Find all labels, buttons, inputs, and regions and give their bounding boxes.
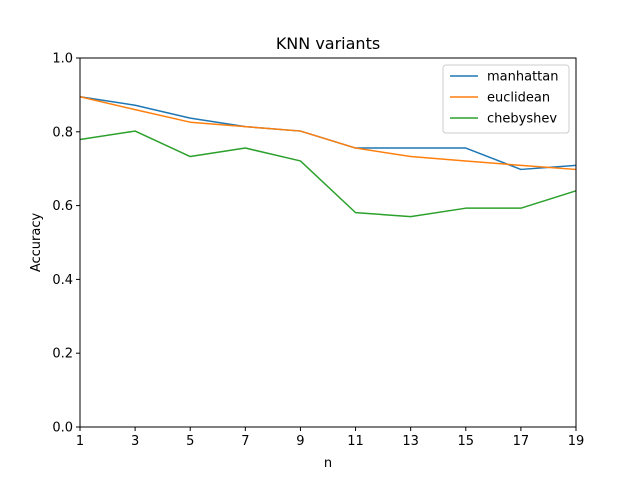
x-tick-label: 5 (186, 434, 194, 449)
legend: manhattan euclidean chebyshev (442, 64, 570, 134)
x-tick-label: 7 (241, 434, 249, 449)
series-layer (79, 96, 577, 218)
y-axis-ticks: 0.0 0.2 0.4 0.6 0.8 1.0 (52, 52, 80, 436)
plot-frame (79, 57, 577, 428)
x-axis-label: n (324, 456, 332, 471)
x-tick-label: 3 (131, 434, 139, 449)
y-tick-label: 0.4 (52, 273, 73, 288)
series-line-chebyshev (79, 130, 577, 218)
series-line-euclidean (79, 96, 577, 171)
x-tick-label: 13 (402, 434, 419, 449)
x-tick-label: 9 (296, 434, 304, 449)
x-tick-label: 11 (347, 434, 364, 449)
x-tick-label: 17 (513, 434, 530, 449)
x-axis-ticks: 1 3 5 7 9 11 13 15 17 19 (76, 427, 584, 449)
legend-label-euclidean: euclidean (487, 91, 550, 106)
y-axis-label: Accuracy (29, 213, 44, 273)
x-tick-label: 1 (76, 434, 84, 449)
y-tick-label: 0.8 (52, 125, 73, 140)
x-tick-label: 15 (458, 434, 475, 449)
legend-label-manhattan: manhattan (487, 70, 558, 85)
y-tick-label: 0.2 (52, 347, 73, 362)
y-tick-label: 0.0 (52, 421, 73, 436)
legend-label-chebyshev: chebyshev (487, 112, 557, 127)
x-tick-label: 19 (568, 434, 585, 449)
y-tick-label: 1.0 (52, 52, 73, 67)
y-tick-label: 0.6 (52, 199, 73, 214)
chart-title: KNN variants (276, 34, 380, 53)
legend-box (442, 64, 570, 134)
